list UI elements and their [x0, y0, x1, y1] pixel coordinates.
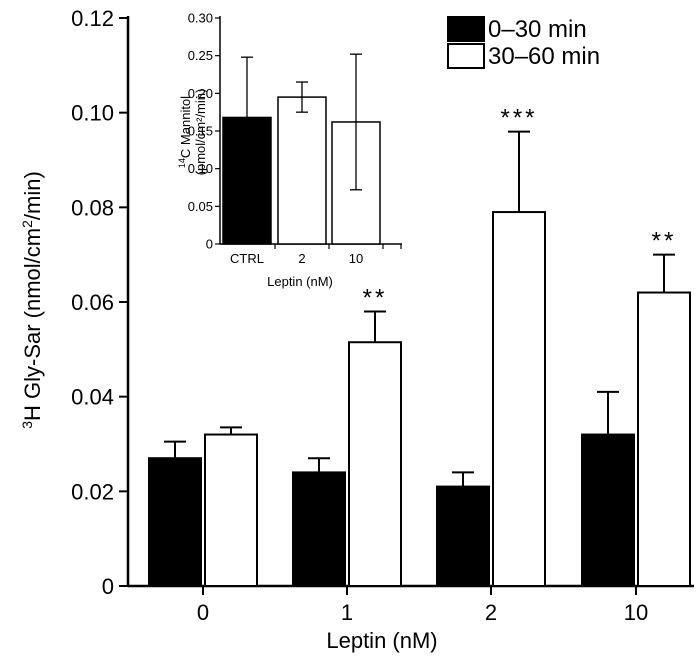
main-x-tick-label: 0: [197, 600, 209, 625]
main-y-tick-label: 0.06: [71, 290, 114, 315]
main-bar: [436, 485, 490, 588]
significance-marker: ***: [500, 105, 537, 132]
main-y-tick-label: 0.02: [71, 479, 114, 504]
main-bar: [148, 457, 202, 588]
legend-label: 0–30 min: [488, 16, 587, 43]
legend-swatch: [447, 43, 485, 69]
main-bar: [204, 433, 258, 587]
inset-x-tick-label: 2: [298, 251, 305, 266]
inset-y-tick-label: 0: [206, 237, 213, 252]
inset-xlabel: Leptin (nM): [267, 274, 333, 289]
main-ylabel: 3H Gly-Sar (nmol/cm2/min): [19, 171, 45, 429]
inset-ylabel-main: C Mannitol: [178, 96, 193, 158]
inset-bar: [222, 116, 272, 245]
inset-x-tick-label: 10: [349, 251, 363, 266]
main-bar: [581, 433, 635, 587]
main-ylabel-sup2: 2: [19, 220, 35, 228]
main-bar: [292, 471, 346, 587]
inset-bar: [277, 96, 327, 245]
main-bar: [348, 341, 402, 587]
main-ylabel-main: H Gly-Sar (nmol/cm: [20, 228, 45, 421]
main-x-tick-label: 2: [485, 600, 497, 625]
inset-ylabel-sup: 14: [177, 158, 187, 168]
main-bar: [637, 291, 691, 587]
legend-swatch: [447, 16, 485, 42]
inset-y-tick-label: 0.10: [188, 161, 213, 176]
inset-plot: 0 0.05 0.10 0.15 0.20 0.25 0.30 CTRL 2 10: [188, 11, 402, 266]
inset-y-tick-label: 0.15: [188, 124, 213, 139]
main-y-tick-label: 0.10: [71, 101, 114, 126]
main-xlabel: Leptin (nM): [326, 628, 437, 653]
inset-y-tick-label: 0.30: [188, 11, 213, 26]
main-x-tick-label: 1: [341, 600, 353, 625]
significance-marker: **: [652, 228, 677, 255]
inset-ylabel-line1: 14C Mannitol: [177, 96, 193, 168]
inset-ylabel-line2: (pmol/cm²/min): [193, 89, 208, 176]
inset-y-tick-label: 0.20: [188, 86, 213, 101]
main-ylabel-sup: 3: [19, 421, 35, 429]
main-y-tick-label: 0.08: [71, 195, 114, 220]
legend-label: 30–60 min: [488, 43, 600, 70]
main-ylabel-tail: /min): [20, 171, 45, 220]
inset-y-tick-label: 0.25: [188, 48, 213, 63]
main-y-tick-label: 0: [102, 574, 114, 599]
inset-y-tick-label: 0.05: [188, 199, 213, 214]
main-x-tick-label: 10: [624, 600, 648, 625]
main-plot: 0 0.02 0.04 0.06 0.08 0.10 0.12 0 1 ** 2 *** 10 **: [71, 6, 694, 625]
inset-x-tick-label: CTRL: [230, 251, 264, 266]
main-bar: [492, 211, 546, 587]
significance-marker: **: [363, 284, 388, 311]
main-y-tick-label: 0.04: [71, 385, 114, 410]
main-y-tick-label: 0.12: [71, 6, 114, 31]
